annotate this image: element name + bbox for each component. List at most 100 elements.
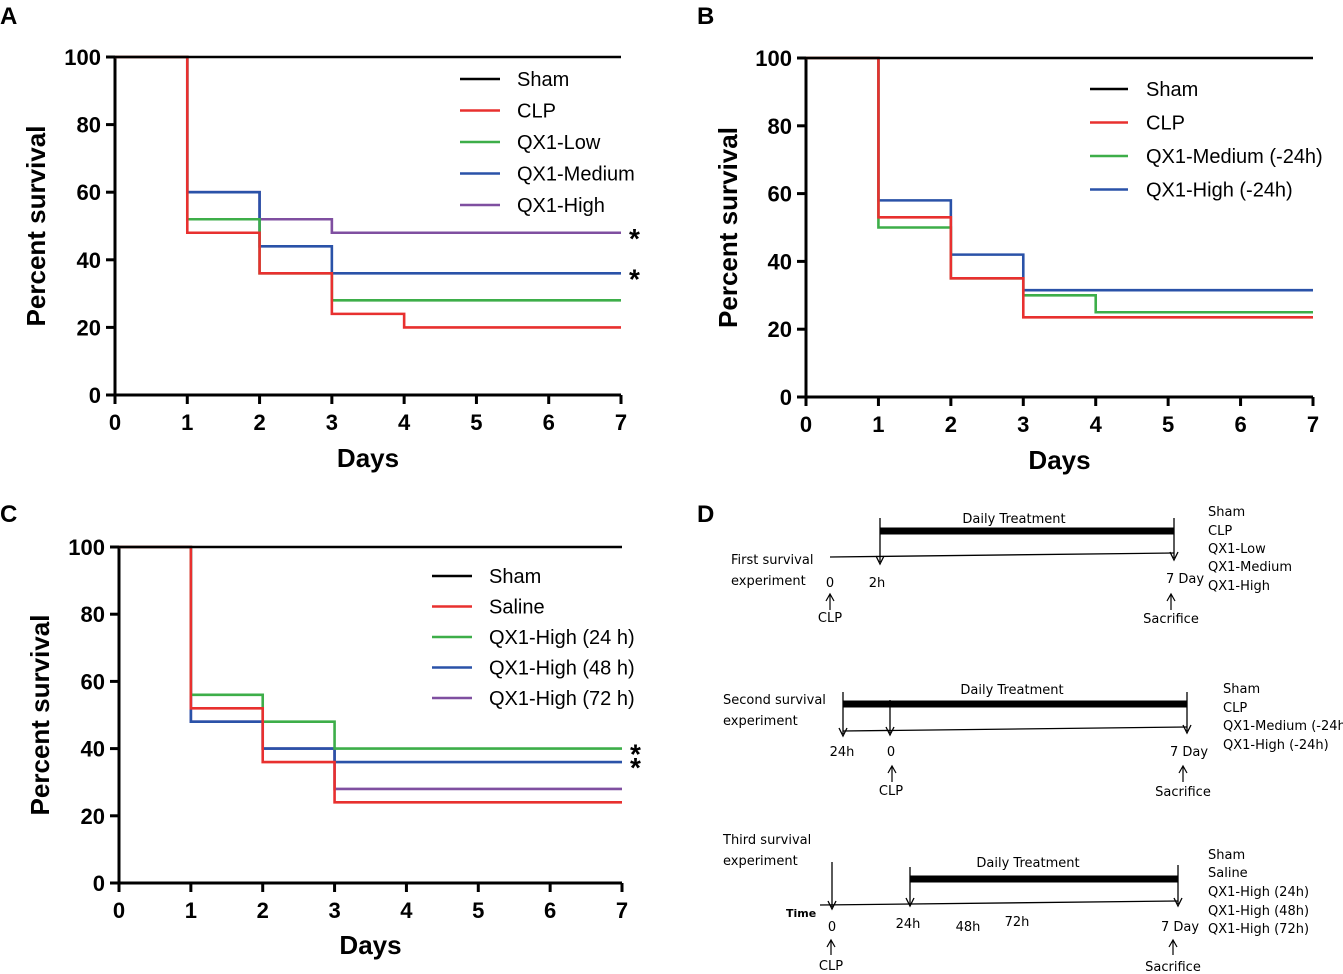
chart-panel-c: 0 20 40 60 80 100 0 1 2 3 4 5 6 7 Days Percent survival… [25,535,641,960]
chart-a-x-title: Days [337,443,399,473]
timeline-second-title-line1: Second survival [723,693,826,708]
timeline-third-group-4: QX1-High (72h) [1208,922,1309,937]
timeline-third-group-0: Sham [1208,848,1245,863]
chart-a-x-tick-label: 6 [543,410,555,435]
timeline-third-tick-72h: 72h [1005,915,1030,930]
timeline-first-clp-arrowhead [825,592,835,602]
chart-a-x-tick-label: 0 [109,410,121,435]
timeline-first-title-line1: First survival [731,553,813,568]
chart-c-x-tick-label: 0 [113,898,125,923]
timeline-third-treatment-label: Daily Treatment [976,856,1079,871]
timeline-first: First survival experiment Daily Treatmen… [731,505,1292,627]
timeline-third-sacrifice-label: Sacrifice [1145,960,1201,974]
timeline-second-clp-label: CLP [879,784,903,799]
chart-b-legend-label: QX1-High (-24h) [1146,180,1293,202]
chart-b-x-tick-label: 1 [872,412,884,437]
timeline-second-axis [842,726,1188,732]
timeline-first-sacrifice-arrowhead [1166,592,1176,602]
chart-a-x-tick-label: 5 [470,410,482,435]
timeline-first-group-4: QX1-High [1208,579,1270,594]
timeline-second-arrowhead-end [1182,724,1192,735]
chart-b-x-tick-label: 6 [1234,412,1246,437]
chart-a-legend-label: QX1-High [517,195,605,217]
chart-a-significance-star: * [629,263,640,294]
chart-b-x-tick-label: 7 [1307,412,1319,437]
chart-c-x-tick-label: 6 [544,898,556,923]
timeline-first-group-1: CLP [1208,524,1232,539]
timeline-third-clp-arrowhead [826,938,836,948]
chart-c-legend-label: QX1-High (24 h) [489,627,635,649]
timeline-first-group-0: Sham [1208,505,1245,520]
panel-letter-a: A [0,3,17,30]
chart-c-y-tick-label: 40 [81,737,105,762]
chart-a-x-tick-label: 4 [398,410,411,435]
timeline-third-axis [819,900,1179,906]
chart-a-legend-label: CLP [517,101,556,123]
chart-a-legend-label: QX1-Low [517,132,601,154]
chart-b-x-tick-label: 0 [800,412,812,437]
chart-a-y-tick-label: 40 [77,248,101,273]
chart-b-legend-label: CLP [1146,113,1185,135]
chart-b-series-clp [806,56,1313,319]
timeline-first-axis [829,552,1175,558]
timeline-third-title-line2: experiment [723,854,798,869]
chart-b-y-tick-label: 20 [768,317,792,342]
chart-b-x-tick-label: 4 [1090,412,1103,437]
chart-c-legend-label: Saline [489,597,545,619]
chart-c-y-tick-label: 0 [93,871,105,896]
timeline-third-tick-0: 0 [828,920,836,935]
timeline-third-tick-24h: 24h [896,917,921,932]
chart-a-y-title: Percent survival [21,126,51,327]
timeline-second-tick-7day: 7 Day [1170,745,1208,760]
chart-c-x-tick-label: 4 [400,898,413,923]
timeline-second-tick-24h: 24h [830,745,855,760]
timeline-second-group-2: QX1-Medium (-24h) [1223,719,1343,734]
timeline-first-arrowhead-start [875,555,885,566]
timeline-second-arrowhead-start [838,727,848,738]
timeline-first-arrowhead-end [1169,551,1179,562]
panel-letter-b: B [697,3,714,30]
chart-c-x-tick-label: 2 [257,898,269,923]
timeline-first-group-3: QX1-Medium [1208,560,1292,575]
timeline-third-group-2: QX1-High (24h) [1208,885,1309,900]
chart-b-y-tick-label: 60 [768,182,792,207]
timeline-third-arrowhead-start [905,897,915,908]
timeline-first-title-line2: experiment [731,574,806,589]
chart-c-x-tick-label: 7 [616,898,628,923]
timeline-panel-d: First survival experiment Daily Treatmen… [722,505,1343,974]
timeline-second-arrowhead-zero [885,726,895,737]
timeline-third-axis-label: Time [786,907,816,920]
chart-a-legend-label: Sham [517,69,569,91]
chart-b-y-tick-label: 40 [768,249,792,274]
chart-c-series-saline [119,545,622,804]
chart-c-series-qx1-high-48-h- [119,545,622,764]
chart-c-significance-star: * [630,752,641,783]
chart-a-y-tick-label: 20 [77,315,101,340]
timeline-third: Third survival experiment Daily Treatmen… [722,833,1309,974]
chart-b-legend-label: QX1-Medium (-24h) [1146,146,1323,168]
chart-b-y-title: Percent survival [713,127,743,328]
chart-b-series-qx1-high-24h- [806,56,1313,292]
chart-c-x-tick-label: 3 [328,898,340,923]
chart-panel-a: 0 20 40 60 80 100 0 1 2 3 4 5 6 7 Days Percent survival… [21,45,640,473]
timeline-second-tick-0: 0 [887,745,895,760]
chart-c-y-tick-label: 100 [68,535,105,560]
timeline-first-tick-7day: 7 Day [1166,572,1204,587]
chart-b-y-tick-label: 80 [768,114,792,139]
chart-b-x-tick-label: 2 [945,412,957,437]
chart-a-y-tick-label: 80 [77,113,101,138]
timeline-third-tick-48h: 48h [956,920,981,935]
chart-c-significance-star: * [630,739,641,770]
timeline-third-title-line1: Third survival [722,833,811,848]
timeline-third-sacrifice-arrowhead [1168,938,1178,948]
timeline-second-group-0: Sham [1223,682,1260,697]
panel-letter-d: D [697,501,714,528]
timeline-second-treatment-label: Daily Treatment [960,683,1063,698]
chart-a-significance-star: * [629,223,640,254]
chart-a-y-tick-label: 0 [89,383,101,408]
timeline-third-group-1: Saline [1208,866,1248,881]
chart-b-legend-label: Sham [1146,79,1198,101]
timeline-first-clp-label: CLP [818,611,842,626]
timeline-third-group-3: QX1-High (48h) [1208,904,1309,919]
chart-panel-b: 0 20 40 60 80 100 0 1 2 3 4 5 6 7 Days Percent survival… [713,46,1323,475]
